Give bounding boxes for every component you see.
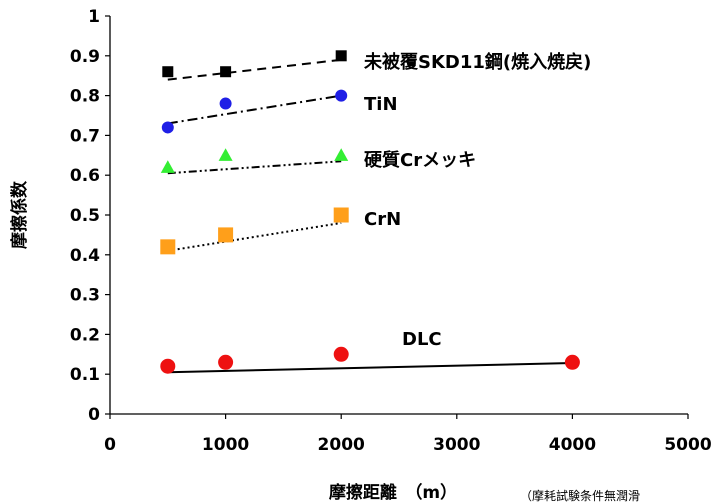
x-tick-label: 1000 [202,435,249,455]
trendline-4 [167,362,573,374]
x-tick-label: 5000 [664,435,711,455]
x-tick-label: 3000 [433,435,480,455]
x-tick-label: 2000 [318,435,365,455]
y-tick-label: 0 [88,405,100,425]
series-label-0: 未被覆SKD11鋼(焼入焼戻) [364,51,591,73]
data-point-s4-p3 [564,354,580,370]
data-point-s1-p2 [335,89,348,102]
data-point-s0-p0 [162,66,174,78]
trendline-1 [167,94,342,125]
data-point-s3-p1 [218,227,234,243]
trendline-3 [167,221,342,252]
y-tick-label: 0.5 [70,206,100,226]
y-tick-label: 0.3 [70,286,100,306]
data-point-s1-p1 [219,97,232,110]
data-point-s3-p0 [160,239,176,255]
data-point-s1-p0 [161,121,174,134]
y-tick-label: 0.6 [70,166,100,186]
data-point-s4-p1 [218,354,234,370]
y-tick-label: 0.1 [70,365,100,385]
data-point-s4-p2 [333,346,349,362]
y-tick-label: 1 [88,7,100,27]
x-tick-label: 0 [104,435,116,455]
data-point-s2-p1 [218,148,233,161]
y-axis-title: 摩擦係数 [9,180,30,249]
data-point-s3-p2 [333,207,349,223]
trendline-2 [167,160,342,175]
data-point-s0-p2 [335,50,347,62]
series-label-3: CrN [364,209,401,230]
series-label-2: 硬質Crメッキ [364,149,476,171]
data-point-s2-p2 [334,148,349,161]
data-point-s2-p0 [160,160,175,173]
y-tick-label: 0.2 [70,325,100,345]
data-point-s4-p0 [160,358,176,374]
data-point-s0-p1 [220,66,232,78]
series-label-4: DLC [402,329,442,350]
trendline-0 [167,58,342,81]
series-label-1: TiN [364,94,398,115]
y-tick-label: 0.8 [70,87,100,107]
footnote: （摩耗試験条件無潤滑 [520,488,640,503]
x-tick-label: 4000 [549,435,596,455]
y-tick-label: 0.9 [70,47,100,67]
y-tick-label: 0.7 [70,126,100,146]
y-tick-label: 0.4 [70,246,100,266]
x-axis-title: 摩擦距離 （m） [329,482,457,503]
